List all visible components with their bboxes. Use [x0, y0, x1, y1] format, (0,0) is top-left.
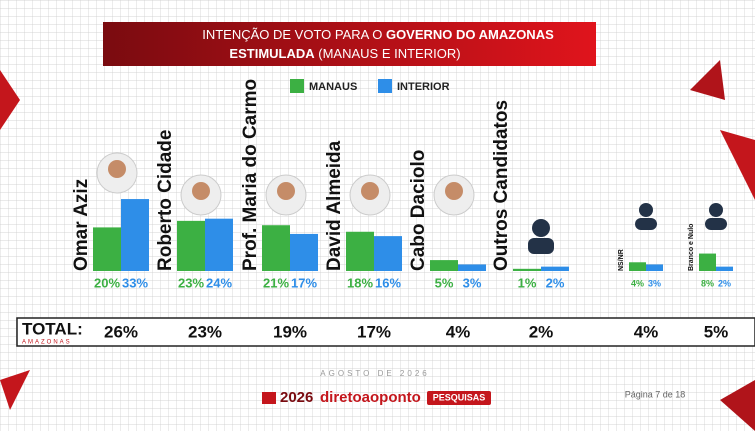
legend-swatch — [378, 79, 392, 93]
silhouette-body — [705, 218, 727, 230]
category-label: Roberto Cidade — [155, 130, 176, 271]
silhouette-head — [639, 203, 653, 217]
candidate-face — [277, 182, 295, 200]
value-label: 3% — [463, 275, 482, 290]
bar — [716, 266, 733, 271]
value-label: 20% — [94, 275, 120, 290]
bar — [346, 231, 374, 271]
decor — [0, 370, 30, 410]
page-number: Página 7 de 18 — [625, 389, 686, 399]
legend-label: MANAUS — [309, 81, 357, 93]
decor — [690, 60, 725, 100]
candidate-face — [445, 182, 463, 200]
title-part: ESTIMULADA — [229, 46, 315, 61]
silhouette-head — [709, 203, 723, 217]
title-part: (MANAUS E INTERIOR) — [318, 46, 460, 61]
bar — [205, 218, 233, 271]
total-value: 17% — [357, 322, 391, 341]
category-label: Omar Aziz — [71, 179, 92, 271]
logo-tag-box — [427, 391, 491, 405]
bar — [262, 225, 290, 271]
category-label: NS/NR — [618, 249, 625, 271]
bar — [121, 199, 149, 271]
bar — [177, 220, 205, 271]
value-label: 24% — [206, 275, 232, 290]
value-label: 33% — [122, 275, 148, 290]
total-value: 4% — [634, 322, 659, 341]
category-label: Outros Candidatos — [491, 100, 512, 271]
silhouette-body — [528, 238, 554, 254]
legend-label: INTERIOR — [397, 81, 450, 93]
category-label: Branco e Nulo — [688, 224, 695, 271]
category-label: David Almeida — [324, 140, 345, 271]
silhouette-body — [635, 218, 657, 230]
legend-swatch — [290, 79, 304, 93]
candidate-face — [361, 182, 379, 200]
footer-date: AGOSTO DE 2026 — [320, 369, 429, 378]
candidate-face — [108, 160, 126, 178]
decor — [720, 380, 755, 431]
bar — [458, 264, 486, 271]
total-value: 5% — [704, 322, 729, 341]
value-label: 5% — [435, 275, 454, 290]
totals-label: TOTAL: — [22, 319, 83, 338]
title-box — [103, 22, 596, 66]
value-label: 2% — [718, 278, 731, 288]
total-value: 23% — [188, 322, 222, 341]
total-value: 2% — [529, 322, 554, 341]
value-label: 1% — [518, 275, 537, 290]
bar — [513, 268, 541, 271]
bar — [699, 253, 716, 271]
total-value: 26% — [104, 322, 138, 341]
candidate-face — [192, 182, 210, 200]
logo-icon — [262, 392, 276, 404]
value-label: 17% — [291, 275, 317, 290]
total-value: 19% — [273, 322, 307, 341]
value-label: 23% — [178, 275, 204, 290]
bar — [629, 262, 646, 271]
logo-year: 2026 — [280, 389, 313, 406]
subtitle: ESTIMULADA (MANAUS E INTERIOR) — [229, 46, 460, 61]
decor — [0, 70, 20, 130]
bar — [430, 260, 458, 271]
title-part: GOVERNO DO AMAZONAS — [386, 27, 554, 42]
totals-box — [16, 317, 755, 347]
logo-name: diretoaoponto — [320, 389, 421, 406]
decor — [720, 130, 755, 200]
value-label: 8% — [701, 278, 714, 288]
silhouette-head — [532, 219, 550, 237]
title-part: INTENÇÃO DE VOTO PARA O — [202, 27, 382, 42]
total-value: 4% — [446, 322, 471, 341]
bar — [290, 233, 318, 271]
value-label: 18% — [347, 275, 373, 290]
logo-tag: PESQUISAS — [433, 392, 486, 402]
bar — [646, 264, 663, 271]
value-label: 2% — [546, 275, 565, 290]
bar — [93, 227, 121, 271]
category-label: Cabo Daciolo — [408, 150, 429, 271]
value-label: 4% — [631, 278, 644, 288]
bar — [374, 236, 402, 271]
value-label: 16% — [375, 275, 401, 290]
category-label: Prof. Maria do Carmo — [240, 79, 261, 271]
bar — [541, 266, 569, 271]
value-label: 21% — [263, 275, 289, 290]
totals-sublabel: AMAZONAS — [22, 340, 72, 346]
title: INTENÇÃO DE VOTO PARA O GOVERNO DO AMAZO… — [202, 27, 554, 42]
value-label: 3% — [648, 278, 661, 288]
